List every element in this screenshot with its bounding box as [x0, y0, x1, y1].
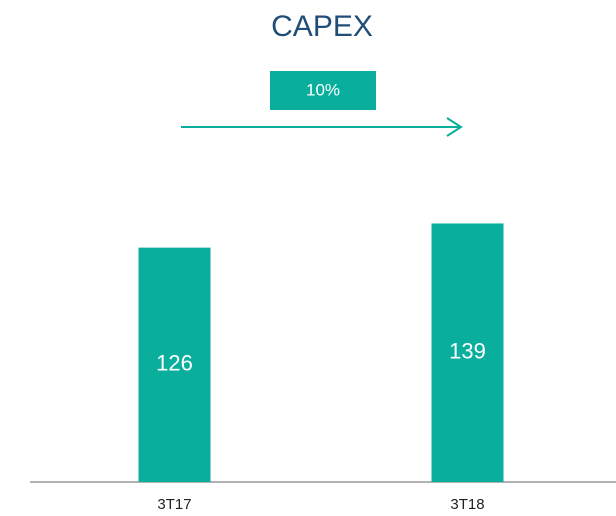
chart-title: CAPEX	[271, 10, 373, 43]
bar	[431, 223, 504, 482]
data-label: 139	[449, 339, 486, 364]
annotation-box	[270, 71, 376, 110]
x-tick-label: 3T18	[450, 496, 484, 513]
arrow-head	[446, 117, 463, 137]
bar	[138, 247, 211, 482]
x-tick-label: 3T17	[157, 496, 191, 513]
data-label: 126	[156, 351, 193, 376]
annotation: 10%	[306, 80, 340, 99]
